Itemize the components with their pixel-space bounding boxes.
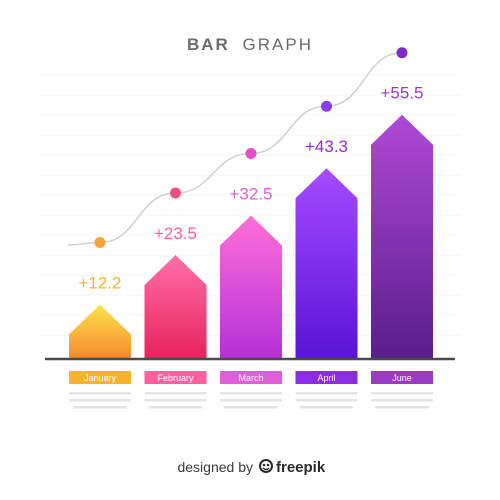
- bars-group: [69, 114, 433, 358]
- trend-dot: [321, 100, 332, 112]
- category-pill: [144, 371, 207, 384]
- placeholder-line: [371, 392, 433, 395]
- category-pill: [371, 371, 433, 384]
- placeholder-line: [220, 399, 282, 402]
- category-label: June: [392, 373, 412, 383]
- value-label: +32.5: [229, 185, 272, 204]
- value-labels: +12.2 +23.5 +32.5 +43.3 +55.5: [78, 84, 423, 293]
- category-pill: [295, 371, 358, 384]
- trend-dot: [170, 187, 181, 199]
- category-pill: [220, 371, 282, 384]
- footer-credit: designed by freepik: [177, 459, 326, 476]
- bar-february: [144, 254, 207, 358]
- trend-dot: [396, 47, 408, 59]
- category-label: April: [317, 373, 335, 383]
- category-label: February: [157, 373, 194, 383]
- chart-title-light: GRAPH: [243, 35, 313, 54]
- value-label: +43.3: [305, 137, 348, 156]
- footer-prefix: designed by: [177, 459, 253, 475]
- chart-title-bold: BAR: [187, 35, 230, 54]
- placeholder-line: [144, 392, 207, 395]
- placeholder-line: [295, 399, 358, 402]
- trend-dots: [94, 47, 408, 249]
- footer-brand: freepik: [276, 459, 326, 476]
- value-label: +55.5: [380, 84, 423, 103]
- placeholder-line: [220, 392, 282, 395]
- placeholder-line: [224, 406, 278, 409]
- placeholder-line: [69, 392, 131, 395]
- placeholder-line: [299, 406, 354, 409]
- category-label: March: [238, 373, 263, 383]
- bar-march: [220, 215, 282, 358]
- category-labels: January February March April June: [69, 371, 433, 384]
- bar-june: [371, 114, 433, 358]
- value-label: +12.2: [78, 274, 121, 293]
- placeholder-line: [371, 399, 433, 402]
- chart-title: BAR GRAPH: [187, 35, 313, 54]
- placeholder-line: [148, 406, 203, 409]
- trend-dot: [245, 148, 257, 160]
- placeholder-line: [144, 399, 207, 402]
- placeholder-line: [73, 406, 127, 409]
- freepik-logo-icon: [259, 459, 273, 473]
- placeholder-text-lines: [69, 392, 433, 409]
- category-pill: [69, 371, 131, 384]
- bar-january: [69, 304, 131, 358]
- trend-dot: [94, 237, 106, 249]
- placeholder-line: [295, 392, 358, 395]
- bar-april: [295, 168, 358, 358]
- value-label: +23.5: [154, 224, 197, 243]
- placeholder-line: [375, 406, 429, 409]
- placeholder-line: [69, 399, 131, 402]
- category-label: January: [84, 373, 117, 383]
